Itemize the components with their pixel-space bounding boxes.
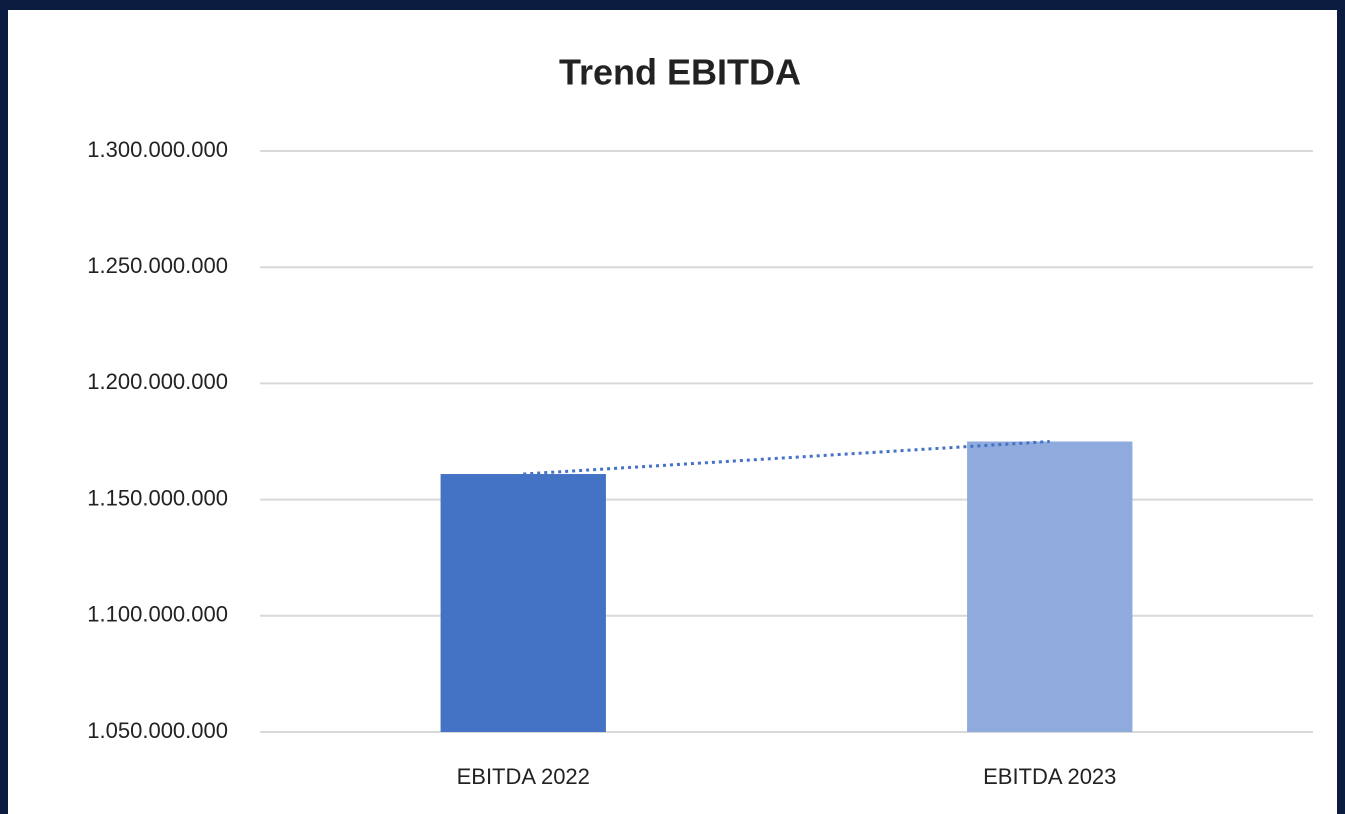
x-tick-label: EBITDA 2023 xyxy=(983,764,1116,789)
chart-title: Trend EBITDA xyxy=(559,52,801,93)
chart-area xyxy=(8,10,1337,814)
y-tick-label: 1.300.000.000 xyxy=(87,137,228,162)
y-tick-label: 1.050.000.000 xyxy=(87,718,228,743)
bar xyxy=(967,441,1133,732)
y-tick-label: 1.200.000.000 xyxy=(87,369,228,394)
y-tick-label: 1.250.000.000 xyxy=(87,253,228,278)
y-tick-label: 1.150.000.000 xyxy=(87,485,228,510)
y-tick-label: 1.100.000.000 xyxy=(87,602,228,627)
bar xyxy=(440,474,606,732)
x-tick-label: EBITDA 2022 xyxy=(457,764,590,789)
